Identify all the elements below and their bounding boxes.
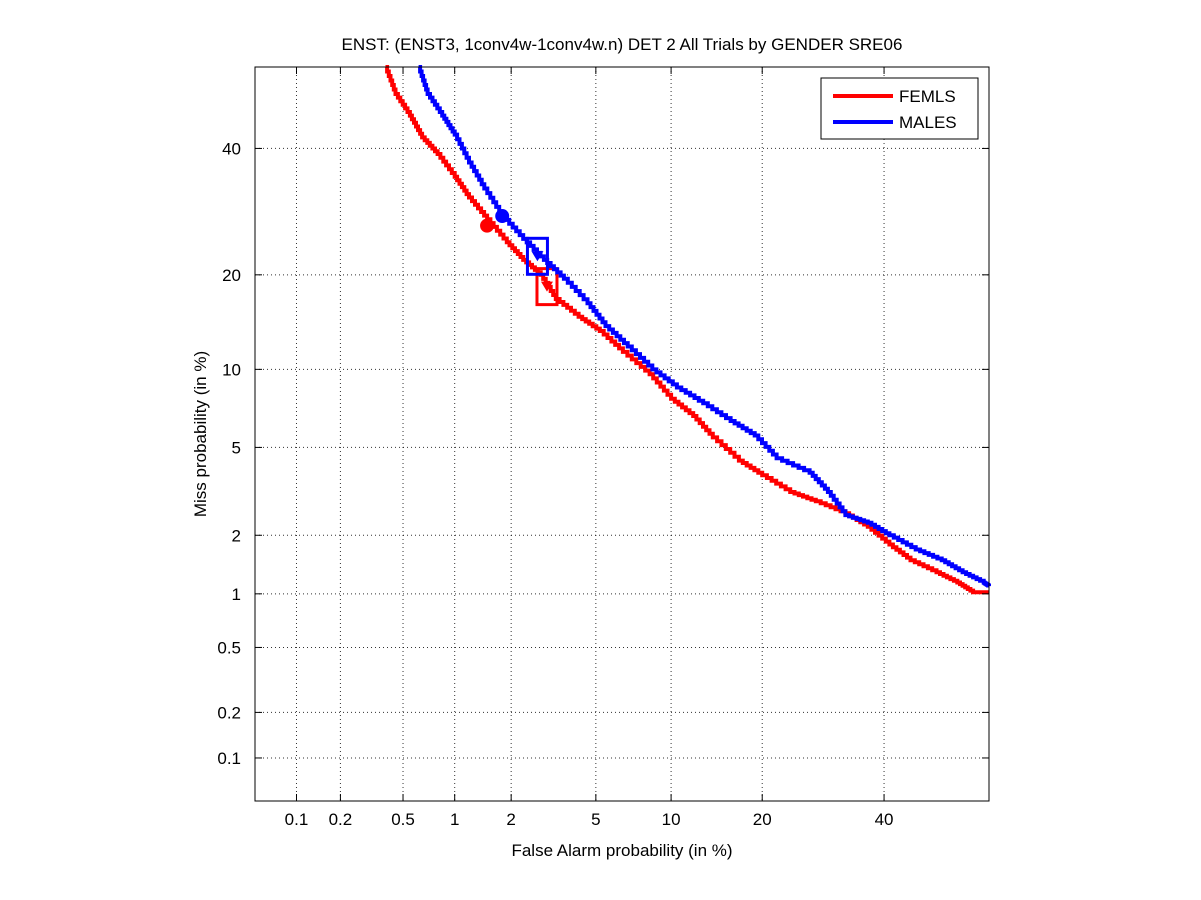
- y-tick-label: 20: [222, 266, 241, 285]
- y-tick-label: 10: [222, 360, 241, 379]
- y-tick-label: 1: [232, 585, 241, 604]
- legend-label-males: MALES: [899, 113, 957, 132]
- y-tick-label: 0.1: [217, 749, 241, 768]
- x-tick-label: 10: [662, 810, 681, 829]
- actual-dcf-point-femls: [540, 281, 553, 292]
- min-dcf-point-males: [495, 209, 510, 224]
- x-tick-label: 1: [450, 810, 459, 829]
- x-tick-label: 0.5: [391, 810, 415, 829]
- legend-label-femls: FEMLS: [899, 87, 956, 106]
- y-tick-label: 40: [222, 139, 241, 158]
- series-line-males: [418, 65, 991, 588]
- actual-dcf-box-males: [525, 236, 549, 276]
- x-tick-label: 2: [506, 810, 515, 829]
- actual-dcf-point-males: [531, 251, 544, 262]
- legend-box: [820, 77, 979, 140]
- x-tick-label: 0.1: [285, 810, 309, 829]
- x-tick-label: 0.2: [329, 810, 353, 829]
- x-tick-label: 20: [753, 810, 772, 829]
- min-dcf-point-femls: [480, 218, 495, 233]
- tick-labels: 0.1 0.2 0.5 1 2 5 10 20 40 0.1 0.2 0.5 1 2 5 10 20 40: [217, 67, 989, 829]
- y-axis-label: Miss probability (in %): [191, 351, 210, 517]
- y-tick-label: 0.2: [217, 703, 241, 722]
- x-tick-label: 5: [591, 810, 600, 829]
- y-tick-label: 5: [232, 438, 241, 457]
- x-axis-label: False Alarm probability (in %): [511, 841, 732, 860]
- y-tick-label: 2: [232, 526, 241, 545]
- y-tick-label: 0.5: [217, 638, 241, 657]
- series-line-femls: [385, 65, 989, 595]
- chart-title: ENST: (ENST3, 1conv4w-1conv4w.n) DET 2 A…: [342, 35, 903, 54]
- plot-frame: [254, 66, 990, 802]
- series-layer: [385, 65, 991, 595]
- legend: FEMLS MALES: [820, 77, 979, 140]
- x-tick-label: 40: [875, 810, 894, 829]
